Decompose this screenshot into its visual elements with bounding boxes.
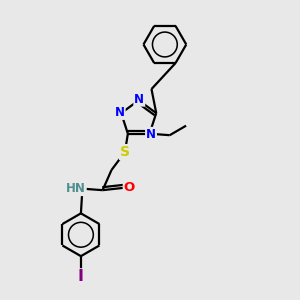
Text: O: O [124,181,135,194]
Text: HN: HN [66,182,86,195]
Text: N: N [146,128,156,141]
Text: S: S [120,145,130,159]
Text: I: I [78,269,84,284]
Text: N: N [134,93,144,106]
Text: N: N [115,106,125,119]
